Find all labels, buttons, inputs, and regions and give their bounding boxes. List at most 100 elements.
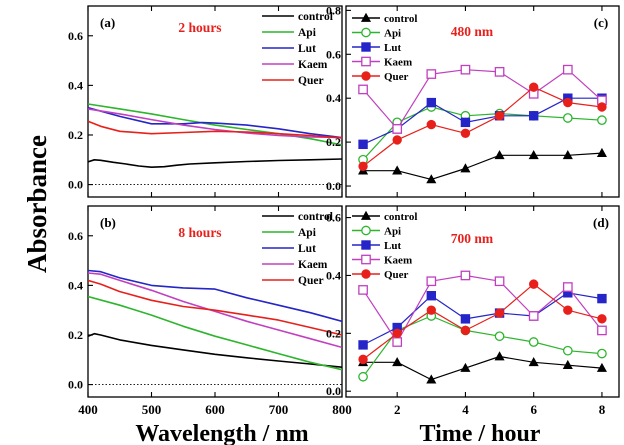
data-point-quer bbox=[494, 111, 505, 121]
data-point-kaem bbox=[358, 285, 368, 295]
data-point-kaem bbox=[494, 67, 505, 77]
series-line-control bbox=[88, 158, 342, 168]
data-point-quer bbox=[597, 314, 607, 324]
data-point-control bbox=[528, 357, 539, 367]
data-point-quer bbox=[460, 325, 471, 336]
panel-label: (c) bbox=[594, 15, 608, 30]
series-line-control bbox=[363, 152, 602, 180]
panel-d: 0.0 0.2 0.4 0.6 2 4 6 8 (d) 700 nm control Api Lut Ka… bbox=[326, 205, 620, 417]
legend-label: Kaem bbox=[298, 59, 328, 71]
data-point-quer bbox=[528, 279, 539, 289]
data-point-control bbox=[460, 163, 471, 173]
x-tick-label: 2 bbox=[394, 402, 401, 417]
panel-frame bbox=[345, 5, 620, 198]
legend-marker bbox=[361, 254, 371, 265]
series-group bbox=[358, 64, 607, 184]
data-point-lut bbox=[426, 97, 437, 108]
data-point-lut bbox=[460, 117, 471, 128]
y-tick-label: 0.6 bbox=[68, 29, 83, 43]
y-tick-label: 0.2 bbox=[326, 135, 341, 149]
data-point-quer bbox=[460, 128, 471, 139]
y-tick-label: 0.4 bbox=[326, 91, 341, 105]
series-group bbox=[88, 103, 342, 168]
series-line-lut bbox=[362, 292, 603, 346]
legend-label: Api bbox=[298, 27, 317, 39]
data-point-control bbox=[392, 357, 403, 367]
y-tick-label: 0.6 bbox=[326, 47, 341, 61]
data-point-control bbox=[426, 374, 437, 384]
data-point-kaem bbox=[597, 325, 607, 336]
y-axis-title: Absorbance bbox=[22, 135, 52, 273]
data-point-lut bbox=[358, 340, 368, 350]
data-point-lut bbox=[460, 314, 471, 324]
legend-marker bbox=[361, 269, 371, 279]
data-point-quer bbox=[494, 308, 505, 318]
data-point-quer bbox=[563, 97, 573, 108]
data-point-kaem bbox=[392, 337, 403, 347]
y-tick-label: 0.4 bbox=[68, 278, 83, 292]
x-axis-title-wavelength: Wavelength / nm bbox=[135, 421, 308, 445]
legend-marker bbox=[361, 71, 371, 81]
data-point-quer bbox=[426, 305, 437, 315]
x-tick-label: 6 bbox=[530, 402, 537, 417]
legend-label: Kaem bbox=[384, 255, 412, 267]
y-tick-label: 0.4 bbox=[326, 268, 341, 282]
series-line-quer bbox=[88, 279, 342, 336]
panel-frame bbox=[345, 205, 620, 398]
data-point-quer bbox=[358, 161, 368, 171]
legend: control Api Lut Kaem Quer bbox=[262, 11, 333, 87]
data-point-control bbox=[494, 351, 505, 361]
data-point-kaem bbox=[528, 311, 539, 321]
data-point-control bbox=[596, 362, 607, 372]
data-point-kaem bbox=[460, 64, 471, 75]
data-point-kaem bbox=[426, 69, 437, 79]
x-tick-label: 700 bbox=[269, 402, 289, 417]
series-line-lut bbox=[88, 106, 342, 139]
legend-marker bbox=[361, 225, 371, 236]
data-point-control bbox=[494, 150, 505, 160]
data-point-api bbox=[528, 337, 539, 347]
y-tick-label: 0.2 bbox=[326, 326, 341, 340]
data-point-api bbox=[597, 348, 607, 359]
x-tick-label: 800 bbox=[332, 402, 352, 417]
data-point-quer bbox=[563, 305, 573, 315]
legend-label: Lut bbox=[298, 43, 316, 55]
panel-annotation: 480 nm bbox=[451, 24, 494, 39]
legend-label: Lut bbox=[384, 240, 401, 252]
data-point-control bbox=[392, 165, 403, 175]
data-point-kaem bbox=[494, 276, 505, 287]
legend-label: Quer bbox=[298, 75, 324, 87]
legend-label: Kaem bbox=[298, 259, 328, 271]
legend-label: control bbox=[384, 211, 417, 223]
x-tick-label: 600 bbox=[205, 402, 225, 417]
legend-marker bbox=[361, 27, 371, 38]
series-line-api bbox=[88, 295, 342, 371]
legend: control Api Lut Kaem Quer bbox=[352, 210, 417, 281]
x-axis-title-time: Time / hour bbox=[420, 421, 541, 445]
legend-label: control bbox=[384, 13, 417, 25]
panel-a: 0.0 0.2 0.4 0.6 (a) 2 hours control Api Lut Kaem Q… bbox=[68, 5, 343, 198]
panel-label: (b) bbox=[100, 215, 116, 230]
data-point-control bbox=[562, 359, 573, 370]
y-tick-label: 0.8 bbox=[326, 3, 341, 17]
series-line-kaem bbox=[362, 274, 603, 343]
series-group bbox=[88, 269, 342, 371]
data-point-lut bbox=[528, 111, 539, 121]
y-tick-label: 0.2 bbox=[68, 328, 83, 342]
data-point-kaem bbox=[562, 282, 573, 292]
legend-label: Api bbox=[384, 226, 401, 238]
data-point-control bbox=[460, 362, 471, 372]
data-point-quer bbox=[426, 119, 437, 130]
legend-marker bbox=[361, 240, 371, 250]
data-point-lut bbox=[597, 293, 607, 304]
series-line-kaem bbox=[88, 272, 342, 349]
legend-label: Api bbox=[298, 227, 317, 239]
legend-marker bbox=[361, 42, 371, 52]
data-point-quer bbox=[528, 82, 539, 92]
data-point-api bbox=[358, 371, 368, 382]
data-point-quer bbox=[597, 102, 607, 112]
data-point-control bbox=[528, 150, 539, 160]
panel-b: 0.0 0.2 0.4 0.6 400 500 600 700 800 (b) 8 hours con… bbox=[68, 205, 352, 417]
data-point-kaem bbox=[460, 270, 471, 281]
